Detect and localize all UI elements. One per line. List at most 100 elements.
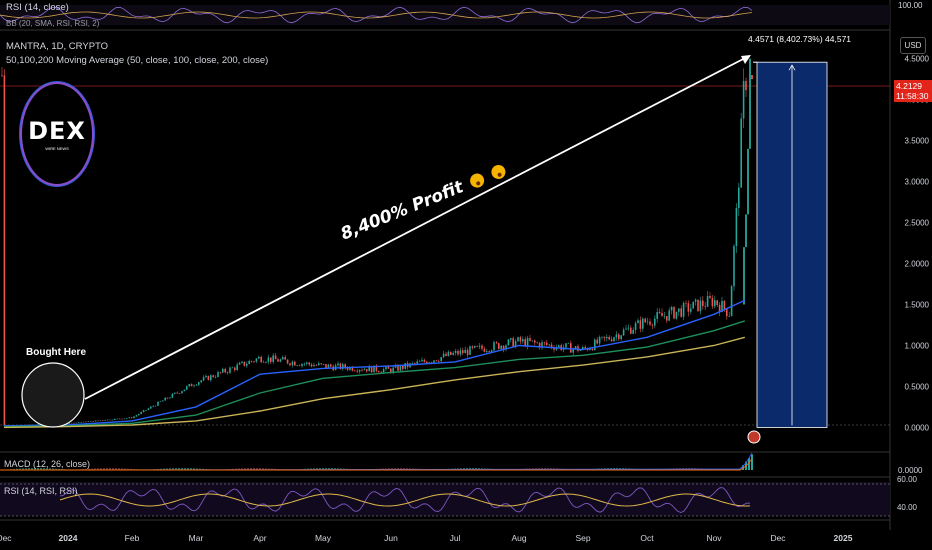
candle	[620, 335, 622, 340]
moving-averages	[3, 299, 746, 429]
macd-histogram-bar	[394, 468, 396, 470]
macd-histogram-bar	[112, 468, 114, 470]
candle	[181, 391, 183, 394]
candle	[416, 361, 418, 364]
shocked-emoji-icon	[468, 171, 487, 190]
candle	[337, 363, 339, 366]
candle	[37, 424, 39, 425]
time-tick-label: Oct	[640, 533, 654, 543]
logo-text: DEX	[28, 117, 86, 145]
candle	[178, 393, 181, 394]
candle	[390, 368, 392, 373]
candle	[162, 400, 164, 402]
candle	[634, 323, 637, 330]
macd-histogram-bar	[397, 468, 399, 470]
spike-candle-1	[745, 214, 747, 248]
candle	[308, 362, 310, 365]
candle	[459, 350, 462, 355]
logo-subtext: WIRE NEWS	[45, 146, 69, 151]
candle	[536, 342, 538, 344]
candle	[440, 357, 442, 362]
macd-histogram-bar	[121, 468, 123, 470]
candle	[675, 311, 678, 319]
candle	[474, 345, 476, 348]
macd-histogram-bar	[193, 468, 195, 470]
candle	[238, 362, 241, 365]
candle	[109, 419, 111, 421]
candle	[462, 350, 464, 354]
candle	[70, 422, 73, 424]
macd-histogram-bar	[241, 468, 243, 470]
candle	[546, 342, 548, 345]
candle	[519, 337, 522, 342]
time-axis[interactable]: Dec 2024 Feb Mar Apr May Jun Jul Aug Sep Oct Nov Dec…	[0, 533, 853, 543]
candle	[356, 370, 358, 372]
candle	[152, 406, 154, 407]
event-flag-icon	[747, 430, 761, 444]
candle	[510, 338, 512, 340]
candle	[656, 312, 658, 319]
ma-100-line	[3, 320, 746, 428]
macd-histogram-bar	[163, 468, 165, 470]
candle	[642, 318, 644, 329]
candle	[486, 351, 488, 352]
candle	[654, 318, 656, 326]
candle	[193, 385, 195, 387]
candle	[709, 296, 711, 298]
macd-histogram-bar	[751, 454, 753, 470]
rsi-tick-label: 60.00	[897, 475, 918, 484]
candle	[296, 365, 298, 366]
candle	[394, 365, 397, 368]
macd-histogram-bar	[115, 468, 117, 470]
price-tick-label: 2.0000	[905, 260, 930, 269]
candle	[380, 371, 382, 373]
candle	[733, 246, 735, 287]
candle	[418, 361, 421, 362]
candle	[250, 361, 253, 362]
candle	[606, 336, 608, 339]
candle	[738, 187, 740, 208]
candle	[481, 345, 483, 349]
currency-button[interactable]: USD	[900, 37, 926, 54]
candle	[423, 359, 426, 362]
candle	[524, 339, 526, 347]
candle	[222, 368, 224, 373]
candle	[690, 308, 692, 312]
candle	[138, 413, 140, 416]
candle	[159, 401, 162, 403]
candle	[735, 207, 738, 247]
macd-histogram-bar	[331, 468, 333, 470]
indicator-panels	[0, 5, 890, 517]
macd-histogram-bar	[46, 468, 48, 470]
candle	[248, 361, 250, 365]
candle	[243, 361, 246, 366]
candle	[570, 343, 572, 353]
candle	[75, 422, 78, 424]
candle	[126, 418, 128, 419]
candle	[298, 365, 301, 366]
candle	[399, 365, 402, 371]
candle	[214, 376, 217, 378]
macd-histogram-bar	[97, 468, 99, 470]
candle	[567, 343, 570, 344]
candle	[224, 368, 226, 373]
macd-histogram-bar	[166, 468, 168, 470]
candle	[202, 377, 205, 381]
candle	[450, 351, 452, 355]
candle	[699, 300, 702, 312]
candle	[740, 118, 742, 188]
macd-histogram-bar	[265, 468, 267, 470]
candle	[176, 392, 178, 394]
candle	[282, 357, 284, 360]
macd-histogram-bar	[400, 468, 402, 470]
candle	[258, 356, 260, 359]
time-tick-label: Sep	[575, 533, 590, 543]
candle	[358, 369, 361, 372]
candle	[382, 369, 385, 373]
candle	[234, 367, 236, 371]
candle	[361, 369, 363, 371]
candle	[464, 349, 466, 354]
entry-circle	[21, 362, 85, 428]
dex-logo: DEX WIRE NEWS	[20, 82, 94, 186]
